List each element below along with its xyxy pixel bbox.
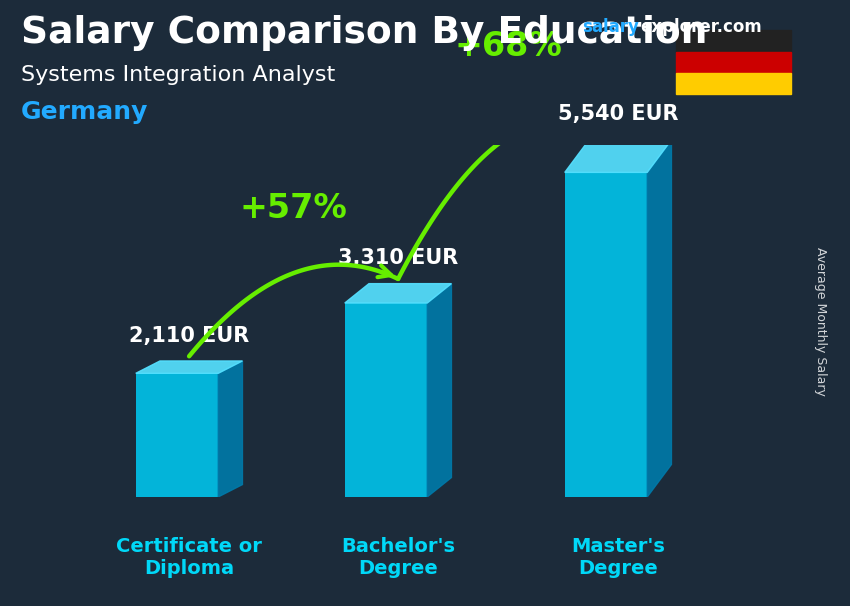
Text: Average Monthly Salary: Average Monthly Salary — [813, 247, 827, 396]
Text: Bachelor's
Degree: Bachelor's Degree — [341, 537, 455, 578]
Bar — [345, 303, 428, 497]
Polygon shape — [218, 361, 242, 497]
Bar — [676, 73, 790, 94]
Text: 5,540 EUR: 5,540 EUR — [558, 104, 678, 124]
Text: salary: salary — [582, 18, 639, 36]
Bar — [676, 30, 790, 52]
Text: Systems Integration Analyst: Systems Integration Analyst — [21, 65, 336, 85]
Polygon shape — [647, 140, 672, 497]
Text: explorer.com: explorer.com — [640, 18, 762, 36]
Text: +68%: +68% — [454, 30, 562, 63]
Text: Master's
Degree: Master's Degree — [571, 537, 665, 578]
Bar — [136, 373, 218, 497]
Text: 2,110 EUR: 2,110 EUR — [129, 326, 249, 346]
Bar — [676, 52, 790, 73]
Polygon shape — [345, 284, 451, 303]
Text: Germany: Germany — [21, 100, 149, 124]
Polygon shape — [564, 140, 672, 172]
Text: Salary Comparison By Education: Salary Comparison By Education — [21, 15, 707, 51]
Text: +57%: +57% — [240, 192, 348, 225]
Text: Certificate or
Diploma: Certificate or Diploma — [116, 537, 262, 578]
Polygon shape — [428, 284, 451, 497]
Polygon shape — [136, 361, 242, 373]
Bar — [564, 172, 647, 497]
Text: 3,310 EUR: 3,310 EUR — [338, 248, 458, 268]
